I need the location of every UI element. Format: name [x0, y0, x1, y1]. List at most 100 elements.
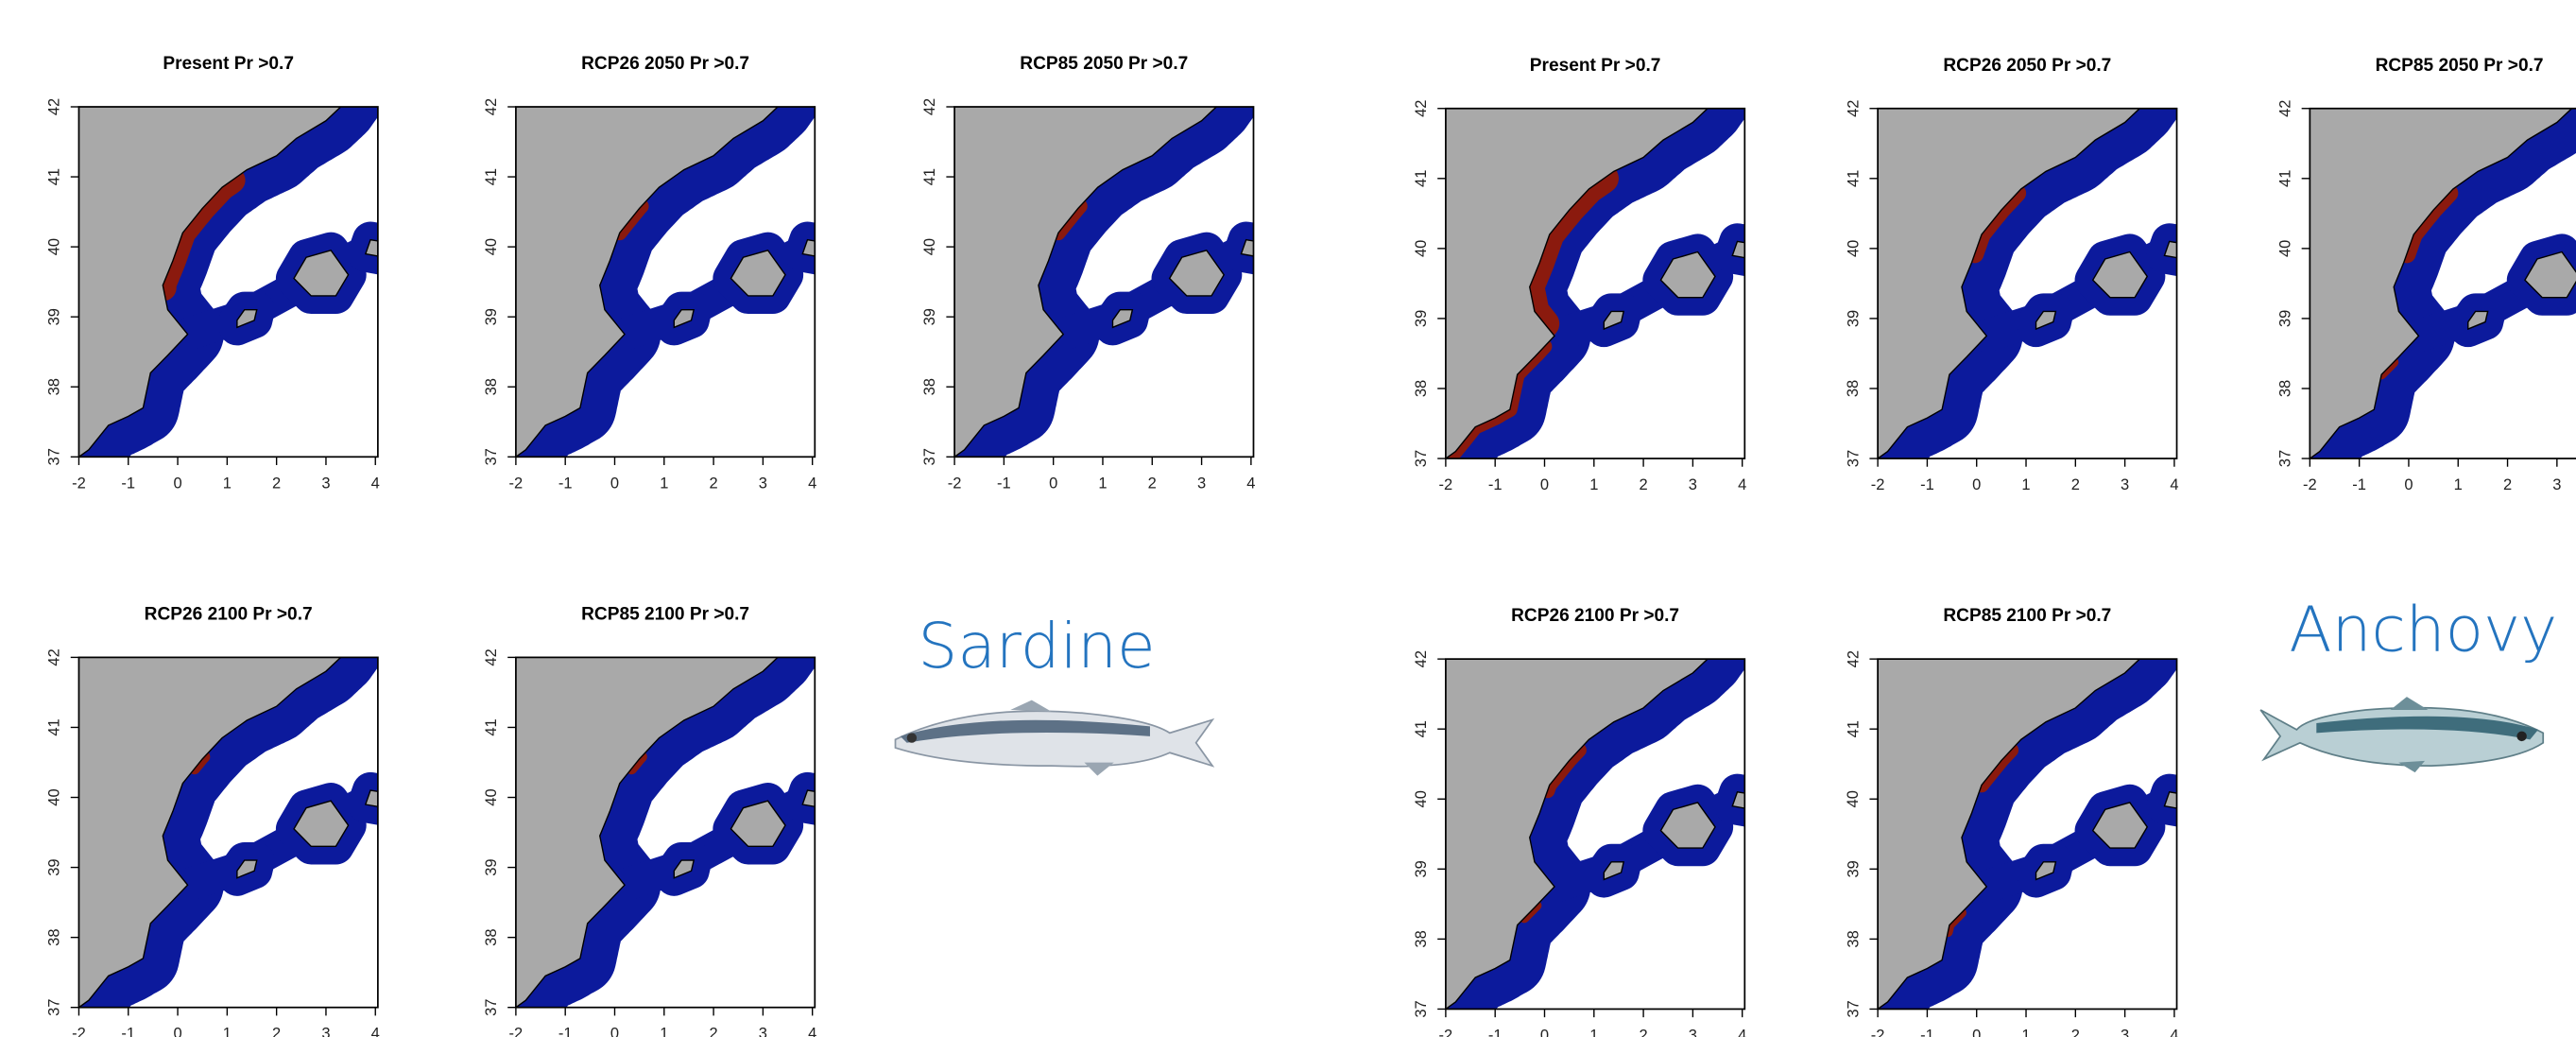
x-tick-label: 3 [2121, 1027, 2129, 1037]
y-tick-label: 37 [1845, 450, 1862, 467]
y-tick-label: 40 [1413, 790, 1430, 807]
y-tick-label: 42 [46, 648, 63, 665]
x-tick-label: 0 [1049, 475, 1057, 492]
y-tick-label: 37 [46, 999, 63, 1016]
y-tick-label: 38 [46, 928, 63, 945]
x-tick-label: -2 [509, 475, 524, 492]
island [802, 240, 830, 258]
y-tick-label: 38 [2276, 380, 2293, 397]
x-tick-label: 4 [2170, 476, 2178, 493]
x-tick-label: 1 [223, 475, 232, 492]
x-tick-label: -2 [509, 1026, 524, 1037]
y-tick-label: 41 [1413, 720, 1430, 737]
y-tick-label: 39 [1845, 310, 1862, 327]
x-tick-label: 4 [2170, 1027, 2178, 1037]
panel-title: RCP26 2100 Pr >0.7 [1511, 606, 1679, 626]
y-tick-label: 37 [921, 448, 938, 465]
y-tick-label: 40 [1413, 240, 1430, 257]
y-tick-label: 37 [46, 448, 63, 465]
island [1732, 792, 1760, 810]
map-panel: RCP85 2050 Pr >0.7-2-101234373839404142 [2260, 39, 2576, 528]
y-tick-label: 42 [1845, 100, 1862, 117]
x-tick-label: 3 [1689, 476, 1697, 493]
x-tick-label: 2 [272, 475, 281, 492]
y-tick-label: 39 [483, 308, 500, 325]
x-tick-label: -2 [72, 1026, 86, 1037]
x-tick-label: 2 [1639, 1027, 1647, 1037]
y-tick-label: 40 [483, 238, 500, 255]
x-tick-label: 0 [1540, 1027, 1549, 1037]
x-tick-label: -2 [2303, 476, 2317, 493]
panel-title: RCP85 2100 Pr >0.7 [1943, 606, 2111, 626]
map [1829, 589, 2191, 1037]
x-tick-label: -2 [1439, 1027, 1453, 1037]
y-tick-label: 40 [483, 788, 500, 805]
x-tick-label: 2 [1148, 475, 1157, 492]
island [2164, 241, 2191, 259]
x-tick-label: 3 [2121, 476, 2129, 493]
y-tick-label: 39 [921, 308, 938, 325]
map [905, 37, 1268, 527]
x-tick-label: 3 [759, 475, 767, 492]
x-tick-label: -1 [1920, 476, 1934, 493]
y-tick-label: 40 [46, 238, 63, 255]
x-tick-label: 4 [1246, 475, 1255, 492]
map-panel: Present Pr >0.7-2-101234373839404142 [1397, 39, 1760, 528]
y-tick-label: 37 [483, 448, 500, 465]
x-tick-label: -1 [558, 475, 573, 492]
map [467, 587, 830, 1037]
x-tick-label: -1 [1488, 1027, 1503, 1037]
y-tick-label: 41 [1845, 170, 1862, 187]
x-tick-label: 0 [1972, 476, 1981, 493]
y-tick-label: 38 [46, 378, 63, 395]
y-tick-label: 40 [1845, 790, 1862, 807]
x-tick-label: -1 [121, 1026, 135, 1037]
species-label: Anchovy [2289, 593, 2557, 665]
x-tick-label: -1 [1488, 476, 1503, 493]
y-tick-label: 41 [483, 718, 500, 735]
y-tick-label: 38 [1845, 380, 1862, 397]
y-tick-label: 37 [1413, 450, 1430, 467]
x-tick-label: 2 [1639, 476, 1647, 493]
anchovy-image [2260, 697, 2543, 772]
y-tick-label: 40 [1845, 240, 1862, 257]
map [29, 587, 392, 1037]
x-tick-label: 3 [2552, 476, 2561, 493]
y-tick-label: 40 [921, 238, 938, 255]
y-tick-label: 37 [1845, 1000, 1862, 1017]
x-tick-label: -2 [72, 475, 86, 492]
x-tick-label: 3 [1197, 475, 1206, 492]
y-tick-label: 42 [921, 98, 938, 115]
x-tick-label: 0 [1972, 1027, 1981, 1037]
panel-title: RCP26 2100 Pr >0.7 [145, 604, 313, 624]
y-tick-label: 41 [46, 718, 63, 735]
map-panel: RCP26 2100 Pr >0.7-2-101234373839404142 [29, 587, 392, 1037]
map [1397, 39, 1760, 528]
x-tick-label: -1 [997, 475, 1011, 492]
y-tick-label: 38 [483, 378, 500, 395]
island [366, 790, 393, 808]
x-tick-label: 1 [1589, 476, 1598, 493]
x-tick-label: 4 [371, 475, 380, 492]
y-tick-label: 41 [1845, 720, 1862, 737]
y-tick-label: 38 [483, 928, 500, 945]
x-tick-label: 4 [1738, 476, 1746, 493]
x-tick-label: 2 [272, 1026, 281, 1037]
y-tick-label: 41 [46, 168, 63, 185]
x-tick-label: 3 [759, 1026, 767, 1037]
y-tick-label: 41 [1413, 170, 1430, 187]
island [2164, 792, 2191, 810]
y-tick-label: 40 [46, 788, 63, 805]
map [1829, 39, 2191, 528]
y-tick-label: 42 [483, 648, 500, 665]
y-tick-label: 40 [2276, 240, 2293, 257]
x-tick-label: 4 [371, 1026, 380, 1037]
x-tick-label: 3 [321, 1026, 330, 1037]
x-tick-label: 3 [321, 475, 330, 492]
y-tick-label: 39 [483, 858, 500, 875]
x-tick-label: 0 [173, 1026, 181, 1037]
sardine-image [895, 700, 1212, 776]
